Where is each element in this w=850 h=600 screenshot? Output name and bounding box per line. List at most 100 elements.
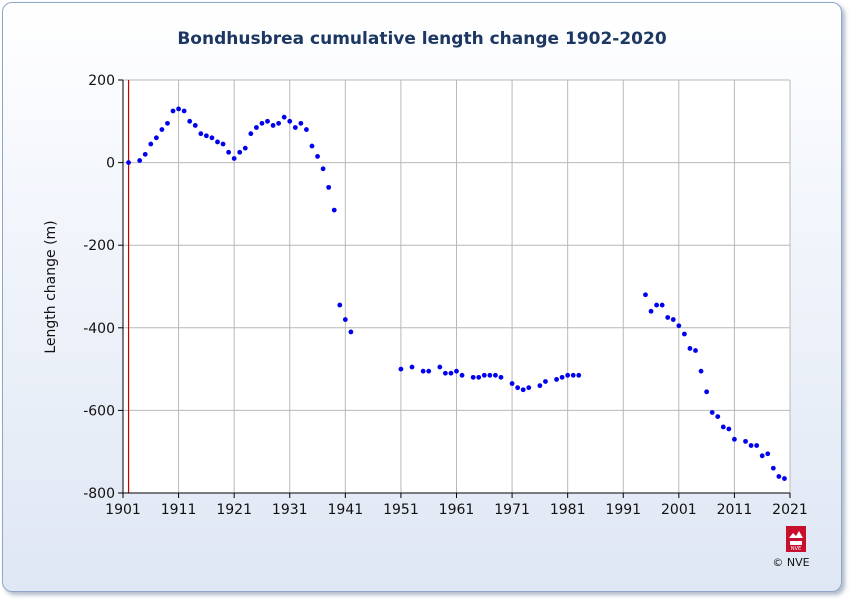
data-point xyxy=(409,364,415,370)
data-point xyxy=(226,149,232,155)
x-tick-label: 2001 xyxy=(661,502,697,518)
data-point xyxy=(537,383,543,389)
data-points xyxy=(126,106,787,481)
data-point xyxy=(326,184,332,190)
data-point xyxy=(242,145,248,151)
y-axis-label: Length change (m) xyxy=(43,220,59,353)
data-point xyxy=(704,389,710,395)
data-point xyxy=(142,151,148,157)
data-point xyxy=(442,370,448,376)
data-point xyxy=(209,135,215,141)
data-point xyxy=(337,302,343,308)
data-point xyxy=(287,118,293,124)
data-point xyxy=(493,372,498,378)
data-point xyxy=(487,372,493,378)
x-tick-label: 1981 xyxy=(550,502,586,518)
data-point xyxy=(342,317,348,322)
data-point xyxy=(165,120,170,126)
x-tick-label: 1961 xyxy=(439,502,475,518)
nve-logo: NVE xyxy=(786,526,806,552)
data-point xyxy=(170,108,176,114)
data-point xyxy=(187,118,193,124)
data-point xyxy=(759,453,765,459)
data-point xyxy=(254,125,259,130)
data-point xyxy=(743,438,748,444)
chart-title: Bondhusbrea cumulative length change 190… xyxy=(177,29,666,49)
nve-logo-text: NVE xyxy=(791,546,801,552)
y-ticks: 200 0 -200 -400 -600 -800 xyxy=(83,73,123,502)
data-point xyxy=(654,302,659,308)
x-ticks: 1901 1911 1921 1931 1941 1951 1961 1971 1981 1991… xyxy=(105,493,808,518)
data-point xyxy=(304,127,309,132)
data-point xyxy=(181,108,187,114)
data-point xyxy=(126,160,131,166)
data-point xyxy=(270,123,276,128)
x-tick-label: 1931 xyxy=(272,502,308,518)
data-point xyxy=(176,106,181,112)
data-point xyxy=(203,133,209,139)
data-point xyxy=(565,372,571,378)
data-point xyxy=(698,368,704,374)
x-tick-label: 1991 xyxy=(605,502,641,518)
x-tick-label: 1971 xyxy=(494,502,530,518)
data-point xyxy=(676,323,682,329)
data-point xyxy=(248,131,254,137)
data-point xyxy=(192,123,198,128)
data-point xyxy=(720,424,726,430)
data-point xyxy=(137,158,143,163)
data-point xyxy=(765,451,771,457)
data-point xyxy=(559,374,565,380)
data-point xyxy=(715,414,721,419)
data-point xyxy=(643,292,648,298)
y-tick-label: -800 xyxy=(83,486,115,502)
data-point xyxy=(215,139,220,145)
data-point xyxy=(570,372,576,378)
data-point xyxy=(748,443,754,448)
x-tick-label: 2011 xyxy=(717,502,753,518)
data-point xyxy=(348,329,354,335)
y-tick-label: 200 xyxy=(88,73,115,89)
data-point xyxy=(659,302,665,308)
data-point xyxy=(520,387,526,393)
data-point xyxy=(237,149,243,155)
data-point xyxy=(153,135,159,141)
x-tick-label: 1911 xyxy=(161,502,197,518)
data-point xyxy=(476,374,482,380)
data-point xyxy=(782,476,787,481)
data-point xyxy=(776,474,782,479)
data-point xyxy=(515,385,521,391)
x-tick-label: 2021 xyxy=(772,502,808,518)
data-point xyxy=(320,166,326,172)
data-point xyxy=(198,131,204,137)
credit-text: © NVE xyxy=(772,556,809,569)
data-point xyxy=(554,377,559,382)
data-point xyxy=(454,368,459,374)
data-point xyxy=(148,141,154,147)
data-point xyxy=(754,443,760,448)
data-point xyxy=(265,118,270,124)
data-point xyxy=(159,127,165,132)
data-point xyxy=(681,331,687,337)
data-point xyxy=(276,120,282,126)
data-point xyxy=(437,364,443,370)
data-point xyxy=(526,385,532,391)
x-tick-label: 1901 xyxy=(105,502,141,518)
data-point xyxy=(709,410,715,415)
y-tick-label: -200 xyxy=(83,238,115,254)
data-point xyxy=(420,368,426,374)
data-point xyxy=(470,374,476,380)
data-point xyxy=(670,317,676,322)
data-point xyxy=(315,154,320,159)
data-point xyxy=(448,370,454,376)
data-point xyxy=(726,426,732,432)
data-point xyxy=(259,120,265,126)
data-point xyxy=(220,141,226,147)
data-point xyxy=(331,207,337,213)
data-point xyxy=(576,372,582,378)
data-point xyxy=(398,366,404,372)
data-point xyxy=(281,114,287,120)
data-point xyxy=(509,381,515,386)
x-tick-label: 1921 xyxy=(216,502,252,518)
data-point xyxy=(543,379,548,384)
